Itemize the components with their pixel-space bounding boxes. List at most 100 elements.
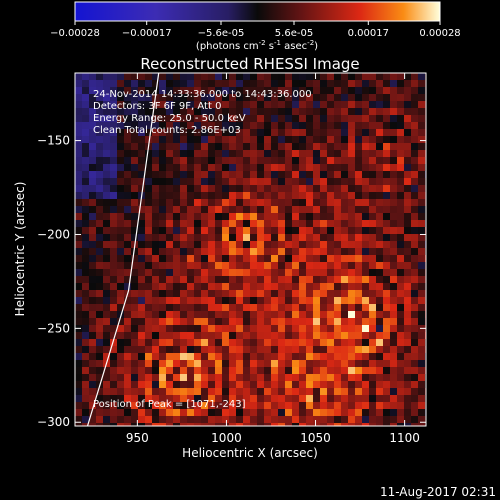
heatmap-cell (124, 157, 132, 165)
heatmap-cell (418, 423, 426, 426)
heatmap-cell (355, 346, 363, 354)
heatmap-cell (215, 94, 223, 102)
heatmap-cell (173, 94, 181, 102)
heatmap-cell (271, 423, 279, 426)
heatmap-cell (390, 283, 398, 291)
heatmap-cell (75, 416, 83, 424)
heatmap-cell (208, 129, 216, 137)
heatmap-cell (355, 122, 363, 130)
heatmap-cell (166, 318, 174, 326)
heatmap-cell (348, 115, 356, 123)
heatmap-cell (383, 171, 391, 179)
heatmap-cell (404, 143, 412, 151)
heatmap-cell (194, 101, 202, 109)
heatmap-cell (159, 164, 167, 172)
heatmap-cell (110, 276, 118, 284)
heatmap-cell (306, 304, 314, 312)
heatmap-cell (131, 332, 139, 340)
heatmap-cell (404, 241, 412, 249)
heatmap-cell (103, 171, 111, 179)
heatmap-cell (82, 178, 90, 186)
heatmap-cell (285, 395, 293, 403)
heatmap-cell (362, 227, 370, 235)
heatmap-cell (159, 416, 167, 424)
heatmap-cell (299, 108, 307, 116)
heatmap-cell (243, 199, 251, 207)
heatmap-cell (285, 157, 293, 165)
heatmap-cell (89, 73, 97, 81)
heatmap-cell (124, 129, 132, 137)
heatmap-cell (278, 388, 286, 396)
heatmap-cell (110, 129, 118, 137)
heatmap-cell (89, 416, 97, 424)
heatmap-cell (250, 136, 258, 144)
heatmap-cell (369, 353, 377, 361)
heatmap-cell (215, 318, 223, 326)
heatmap-cell (320, 164, 328, 172)
heatmap-cell (383, 164, 391, 172)
heatmap-cell (404, 171, 412, 179)
heatmap-cell (117, 360, 125, 368)
heatmap-cell (187, 304, 195, 312)
heatmap-cell (110, 367, 118, 375)
heatmap-cell (390, 164, 398, 172)
heatmap-cell (103, 213, 111, 221)
heatmap-cell (131, 423, 139, 426)
heatmap-cell (96, 157, 104, 165)
heatmap-cell (222, 367, 230, 375)
heatmap-cell (264, 227, 272, 235)
heatmap-cell (292, 262, 300, 270)
heatmap-cell (187, 136, 195, 144)
heatmap-cell (215, 171, 223, 179)
heatmap-cell (201, 129, 209, 137)
heatmap-cell (397, 206, 405, 214)
heatmap-cell (369, 192, 377, 200)
heatmap-cell (285, 136, 293, 144)
heatmap-cell (348, 227, 356, 235)
heatmap-cell (229, 346, 237, 354)
heatmap-cell (82, 171, 90, 179)
heatmap-cell (418, 94, 426, 102)
heatmap-cell (348, 311, 356, 319)
heatmap-cell (124, 143, 132, 151)
heatmap-cell (250, 227, 258, 235)
heatmap-cell (110, 395, 118, 403)
heatmap-cell (194, 353, 202, 361)
heatmap-cell (376, 178, 384, 186)
heatmap-cell (355, 94, 363, 102)
heatmap-cell (159, 73, 167, 81)
heatmap-cell (369, 213, 377, 221)
heatmap-cell (173, 178, 181, 186)
heatmap-cell (215, 122, 223, 130)
heatmap-cell (96, 199, 104, 207)
heatmap-cell (138, 234, 146, 242)
heatmap-cell (271, 402, 279, 410)
heatmap-cell (397, 402, 405, 410)
heatmap-cell (159, 234, 167, 242)
heatmap-cell (145, 234, 153, 242)
heatmap-cell (152, 409, 160, 417)
heatmap-cell (257, 234, 265, 242)
heatmap-cell (355, 234, 363, 242)
colorbar-tick-label: −0.00017 (122, 28, 172, 39)
heatmap-cell (411, 101, 419, 109)
heatmap-cell (152, 192, 160, 200)
heatmap-cell (341, 101, 349, 109)
heatmap-cell (173, 206, 181, 214)
heatmap-cell (208, 171, 216, 179)
heatmap-cell (194, 339, 202, 347)
heatmap-cell (369, 178, 377, 186)
heatmap-cell (187, 262, 195, 270)
heatmap-cell (82, 332, 90, 340)
heatmap-cell (194, 332, 202, 340)
heatmap-cell (264, 129, 272, 137)
heatmap-cell (376, 381, 384, 389)
heatmap-cell (320, 94, 328, 102)
heatmap-cell (236, 339, 244, 347)
heatmap-cell (418, 164, 426, 172)
heatmap-cell (187, 185, 195, 193)
heatmap-cell (278, 276, 286, 284)
heatmap-cell (173, 297, 181, 305)
heatmap-cell (327, 220, 335, 228)
heatmap-cell (103, 346, 111, 354)
